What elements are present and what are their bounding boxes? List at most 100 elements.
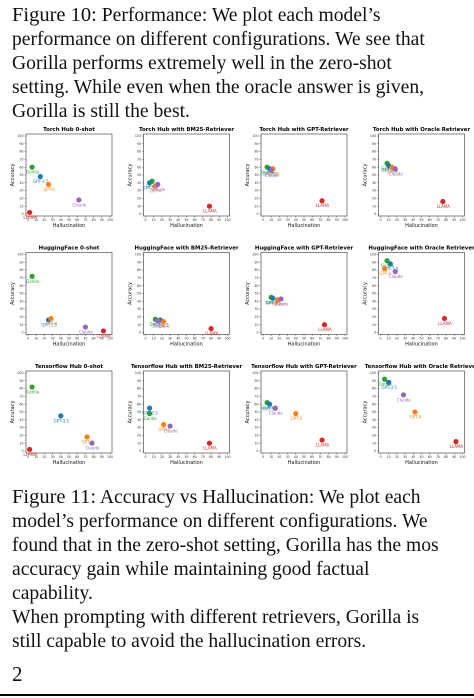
x-axis-label: Hallucination [170,342,203,348]
caption-text: Accuracy vs Hallucination: We plot each [96,487,421,508]
y-tick-label: 40 [19,418,23,422]
x-tick-label: 60 [75,337,79,341]
x-tick-label: 0 [27,218,29,222]
y-tick-label: 90 [19,260,23,264]
data-label: GPT-4 [46,321,58,326]
x-tick-label: 20 [42,337,46,341]
x-tick-label: 10 [152,337,156,341]
y-tick-label: 0 [374,331,376,335]
y-tick-label: 90 [372,379,376,383]
x-tick-label: 20 [395,337,399,341]
x-tick-label: 100 [107,455,113,459]
y-tick-label: 50 [254,292,258,296]
x-tick-label: 50 [67,455,71,459]
x-tick-label: 10 [387,455,391,459]
data-label: GPT-4 [387,170,399,175]
figure-11-caption: Figure 11: Accuracy vs Hallucination: We… [12,485,468,654]
y-tick-label: 10 [137,204,141,208]
data-label: Gorilla [26,390,40,395]
x-tick-label: 30 [286,337,290,341]
x-tick-label: 20 [395,455,399,459]
data-label: GPT-4 [158,427,170,432]
data-label: Claude [269,411,283,416]
data-point [266,401,273,407]
x-axis-label: Hallucination [288,342,321,348]
y-tick-label: 100 [252,253,258,257]
data-point [147,410,153,417]
x-tick-label: 60 [75,218,79,222]
data-point [441,315,448,322]
data-label: LLAMA [318,327,332,332]
caption-line: Figure 10: Performance: We plot each mod… [12,3,468,28]
data-label: Claude [86,446,100,451]
x-tick-label: 40 [411,455,415,459]
y-tick-label: 20 [19,197,23,201]
data-point [100,328,107,334]
x-axis-label: Hallucination [405,460,438,466]
x-tick-label: 10 [34,218,38,222]
y-tick-label: 40 [19,299,23,303]
data-label: Gorilla [26,279,40,284]
x-tick-label: 60 [310,337,314,341]
x-tick-label: 100 [459,218,465,222]
caption-text: Performance: We plot each model’s [96,5,381,26]
data-label: GPT-3.5 [54,418,70,423]
y-tick-label: 30 [19,307,23,311]
panel-title: Tensorflow Hub with BM25-Retriever [131,364,243,370]
data-label: Claude [79,330,93,335]
y-tick-label: 40 [254,299,258,303]
y-tick-label: 60 [372,284,376,288]
caption-line: still capable to avoid the hallucination… [12,631,367,652]
x-tick-label: 20 [160,218,164,222]
x-tick-label: 50 [184,337,188,341]
x-tick-label: 70 [83,337,87,341]
data-label: LLAMA [203,209,217,214]
x-tick-label: 30 [403,455,407,459]
x-tick-label: 50 [67,337,71,341]
data-label: Gorilla [265,300,279,305]
y-tick-label: 20 [254,315,258,319]
x-tick-label: 0 [262,218,264,222]
x-axis-label: Hallucination [53,342,86,348]
y-tick-label: 50 [19,292,23,296]
x-tick-label: 10 [152,218,156,222]
data-point [278,296,284,302]
y-tick-label: 80 [137,150,141,154]
data-label: LLAMA [205,331,219,336]
data-point [29,164,35,170]
data-label: Claude [275,301,289,306]
data-label: Claude [389,274,403,279]
panel-title: Torch Hub with GPT-Retriever [259,127,349,133]
plot-frame [143,133,230,217]
data-point [160,318,167,325]
y-tick-label: 0 [256,212,258,216]
panel-title: HuggingFace 0-shot [39,246,100,252]
x-tick-label: 40 [176,218,180,222]
y-tick-label: 80 [372,387,376,391]
data-point [387,261,393,267]
x-tick-label: 40 [176,337,180,341]
x-tick-label: 100 [342,218,348,222]
x-tick-label: 100 [224,218,230,222]
x-tick-label: 90 [452,218,456,222]
data-point [268,167,274,173]
data-point [27,446,33,453]
x-tick-label: 0 [144,337,146,341]
data-label: GPT-3.5 [262,171,278,176]
x-tick-label: 70 [436,337,440,341]
x-tick-label: 30 [51,455,55,459]
x-tick-label: 60 [428,337,432,341]
x-tick-label: 90 [335,455,339,459]
y-axis-label: Accuracy [128,401,134,424]
x-tick-label: 90 [452,455,456,459]
x-tick-label: 30 [168,455,172,459]
data-point [147,180,153,186]
x-axis-label: Hallucination [405,223,438,229]
data-point [384,258,390,264]
data-point [155,181,161,187]
x-tick-label: 90 [217,337,221,341]
x-tick-label: 80 [444,218,448,222]
y-tick-label: 10 [19,204,23,208]
data-point [147,405,153,411]
y-tick-label: 30 [372,307,376,311]
